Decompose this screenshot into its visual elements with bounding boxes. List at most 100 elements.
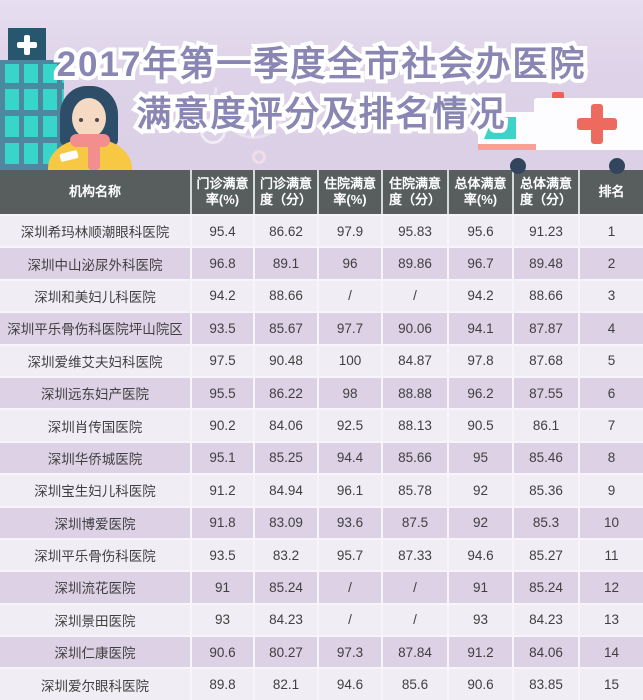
value-cell: 88.66 xyxy=(512,280,578,312)
header-label: 门诊满意 xyxy=(196,175,249,191)
medical-cross-icon xyxy=(576,104,617,144)
value-cell: 97.7 xyxy=(317,313,381,344)
table-row: 深圳爱维艾夫妇科医院 97.5 90.48 100 84.87 97.8 87.68 5 xyxy=(0,343,643,376)
table-row: 深圳肖传国医院 90.2 84.06 92.5 88.13 90.5 86.1 7 xyxy=(0,408,643,441)
value-cell: 88.66 xyxy=(253,280,317,312)
building-windows xyxy=(0,60,64,170)
table-row: 深圳华侨城医院 95.1 85.25 94.4 85.66 95 85.46 8 xyxy=(0,440,643,474)
value-cell: 96.7 xyxy=(447,248,512,279)
table-row: 深圳爱尔眼科医院 89.8 82.1 94.6 85.6 90.6 83.85 15 xyxy=(0,667,643,700)
org-name-cell: 深圳华侨城医院 xyxy=(47,451,143,467)
column-header-overall-rate: 总体满意 率(%) xyxy=(447,170,512,214)
value-cell: 87.33 xyxy=(381,539,447,571)
nurse-scarf xyxy=(88,144,100,170)
rank-cell: 10 xyxy=(578,507,643,538)
value-cell: 85.6 xyxy=(381,669,447,700)
value-cell: 97.3 xyxy=(317,637,381,668)
value-cell: 85.24 xyxy=(253,572,317,603)
org-name-cell: 深圳景田医院 xyxy=(54,613,136,629)
rank-cell: 14 xyxy=(578,637,643,668)
value-cell: 82.1 xyxy=(253,669,317,700)
value-cell: 94.2 xyxy=(447,280,512,312)
table-body: 深圳希玛林顺潮眼科医院 95.4 86.62 97.9 95.83 95.6 91.23 1 深… xyxy=(0,214,643,700)
value-cell: 93 xyxy=(190,604,253,636)
rank-cell: 12 xyxy=(578,572,643,603)
org-name-cell: 深圳仁康医院 xyxy=(54,646,136,662)
nurse-hair xyxy=(60,112,72,146)
header-label: 度（分） xyxy=(388,192,441,207)
value-cell: 94.6 xyxy=(317,669,381,700)
value-cell: 90.6 xyxy=(447,669,512,700)
org-name-cell: 深圳爱维艾夫妇科医院 xyxy=(27,354,163,370)
ambulance-light xyxy=(552,92,564,99)
value-cell: 95.5 xyxy=(190,377,253,409)
value-cell: 96.1 xyxy=(317,475,381,506)
column-header-org-name: 机构名称 xyxy=(0,170,190,214)
rank-cell: 3 xyxy=(578,280,643,312)
value-cell: 100 xyxy=(317,345,381,376)
value-cell: 97.5 xyxy=(190,345,253,376)
org-name-cell: 深圳和美妇儿科医院 xyxy=(34,289,156,305)
value-cell: 83.85 xyxy=(512,669,578,700)
value-cell: 85.66 xyxy=(381,442,447,474)
nurse-face xyxy=(72,98,106,138)
org-name-cell: 深圳希玛林顺潮眼科医院 xyxy=(20,225,170,241)
ambulance-window xyxy=(484,117,516,139)
title-text: 2017年第一季度全市社会办医院 xyxy=(56,45,587,84)
value-cell: 94.6 xyxy=(447,539,512,571)
value-cell: 85.24 xyxy=(512,572,578,603)
rank-cell: 6 xyxy=(578,377,643,409)
value-cell: 89.48 xyxy=(512,248,578,279)
org-name-cell: 深圳平乐骨伤科医院 xyxy=(34,549,156,565)
banner: 2017年第一季度全市社会办医院 2017年第一季度全市社会办医院 满意度评分及… xyxy=(0,0,643,174)
header-label: 机构名称 xyxy=(68,183,121,199)
value-cell: 98 xyxy=(317,377,381,409)
value-cell: 94.4 xyxy=(317,442,381,474)
rank-cell: 13 xyxy=(578,604,643,636)
title-text: 满意度评分及排名情况 xyxy=(136,95,507,134)
value-cell: 86.22 xyxy=(253,377,317,409)
table-header-row: 机构名称 门诊满意 率(%) 门诊满意 度（分） 住院满意 率(%) 住院满意 … xyxy=(0,170,643,214)
value-cell: 85.27 xyxy=(512,539,578,571)
value-cell: 84.23 xyxy=(512,604,578,636)
value-cell: 93 xyxy=(447,604,512,636)
rank-cell: 2 xyxy=(578,248,643,279)
table-row: 深圳平乐骨伤科医院坪山院区 93.5 85.67 97.7 90.06 94.1 87.87… xyxy=(0,311,643,344)
org-name-cell: 深圳平乐骨伤科医院坪山院区 xyxy=(7,322,183,338)
value-cell: 95.4 xyxy=(190,216,253,247)
value-cell: 93.5 xyxy=(190,313,253,344)
value-cell: 86.1 xyxy=(512,410,578,441)
value-cell: 88.88 xyxy=(381,377,447,409)
value-cell: 94.1 xyxy=(447,313,512,344)
value-cell: 89.86 xyxy=(381,248,447,279)
ambulance-wheel-icon xyxy=(609,158,625,174)
header-label: 排名 xyxy=(598,183,625,199)
rank-cell: 7 xyxy=(578,410,643,441)
value-cell: 91 xyxy=(447,572,512,603)
value-cell: 85.46 xyxy=(512,442,578,474)
header-label: 度（分） xyxy=(259,192,312,207)
table-row: 深圳博爱医院 91.8 83.09 93.6 87.5 92 85.3 10 xyxy=(0,505,643,538)
value-cell: 93.6 xyxy=(317,507,381,538)
value-cell: 90.6 xyxy=(190,637,253,668)
value-cell: 91.2 xyxy=(190,475,253,506)
header-label: 率(%) xyxy=(333,192,367,207)
value-cell: / xyxy=(317,280,381,312)
medical-cross-icon xyxy=(17,35,37,55)
header-label: 总体满意 xyxy=(519,175,572,191)
column-header-inpatient-rate: 住院满意 率(%) xyxy=(317,170,381,214)
value-cell: 91.8 xyxy=(190,507,253,538)
header-label: 总体满意 xyxy=(454,175,507,191)
page-title: 2017年第一季度全市社会办医院 2017年第一季度全市社会办医院 满意度评分及… xyxy=(0,40,643,140)
satisfaction-table: 机构名称 门诊满意 率(%) 门诊满意 度（分） 住院满意 率(%) 住院满意 … xyxy=(0,170,643,700)
table-row: 深圳平乐骨伤科医院 93.5 83.2 95.7 87.33 94.6 85.27 11 xyxy=(0,537,643,571)
header-label: 门诊满意 xyxy=(259,175,312,191)
value-cell: 91.2 xyxy=(447,637,512,668)
nurse-eye xyxy=(95,118,99,122)
value-cell: 84.06 xyxy=(253,410,317,441)
value-cell: 91.23 xyxy=(512,216,578,247)
table-row: 深圳景田医院 93 84.23//93 84.23 13 xyxy=(0,602,643,636)
value-cell: 90.48 xyxy=(253,345,317,376)
value-cell: 80.27 xyxy=(253,637,317,668)
rank-cell: 15 xyxy=(578,669,643,700)
